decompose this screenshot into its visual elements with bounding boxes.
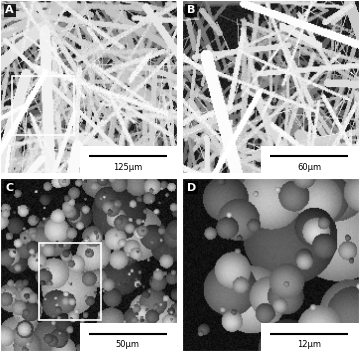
Text: B: B: [187, 5, 195, 15]
Bar: [13, 76, 74, 135]
Text: 12μm: 12μm: [297, 340, 321, 349]
Text: C: C: [5, 183, 13, 193]
Text: A: A: [5, 5, 14, 15]
Text: 50μm: 50μm: [116, 340, 140, 349]
Text: 125μm: 125μm: [113, 163, 142, 172]
Bar: [261, 323, 359, 351]
Text: 60μm: 60μm: [297, 163, 321, 172]
Bar: [80, 323, 177, 351]
Text: D: D: [187, 183, 196, 193]
Bar: [39, 244, 101, 320]
Bar: [261, 146, 359, 173]
Bar: [80, 146, 177, 173]
